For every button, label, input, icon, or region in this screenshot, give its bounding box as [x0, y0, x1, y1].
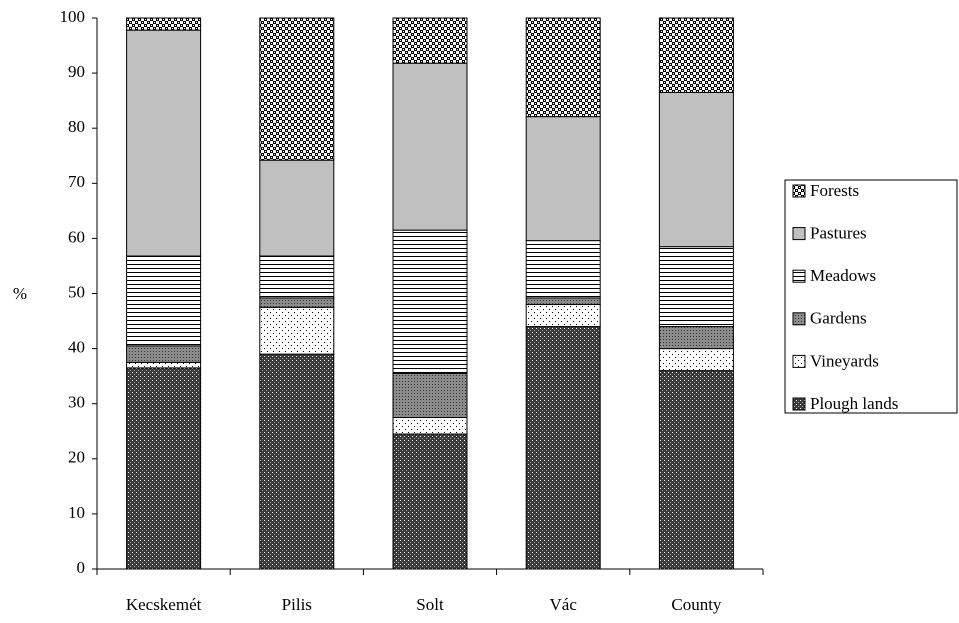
bar-segment	[525, 240, 601, 299]
legend-swatch	[792, 354, 806, 368]
bar-segment	[126, 29, 202, 257]
bar-segment	[658, 91, 734, 248]
legend-label: Gardens	[810, 309, 867, 328]
bar-segment	[525, 297, 601, 306]
legend-label: Meadows	[810, 266, 876, 285]
bar-segment	[658, 370, 734, 570]
legend-label: Vineyards	[810, 351, 879, 370]
bar-segment	[259, 159, 335, 257]
bar-segment	[525, 326, 601, 570]
bar-segment	[658, 348, 734, 372]
legend-label: Pastures	[810, 224, 867, 243]
legend-swatch	[792, 227, 806, 241]
bar-segment	[392, 229, 468, 374]
y-tick-label: 50	[68, 282, 85, 301]
y-tick-label: 100	[60, 7, 86, 26]
y-tick-label: 80	[68, 117, 85, 136]
y-tick-label: 30	[68, 393, 85, 412]
bar-segment	[259, 255, 335, 299]
bar-segment	[525, 17, 601, 118]
y-tick-label: 10	[68, 503, 85, 522]
bar-segment	[259, 306, 335, 355]
legend-swatch	[792, 184, 806, 198]
x-tick-label: Vác	[550, 595, 578, 614]
legend-swatch	[792, 312, 806, 326]
bar-segment	[658, 17, 734, 93]
legend-swatch	[792, 269, 806, 283]
x-tick-label: Pilis	[282, 595, 312, 614]
x-tick-label: Solt	[416, 595, 444, 614]
y-tick-label: 70	[68, 172, 85, 191]
y-tick-label: 60	[68, 227, 85, 246]
legend	[784, 179, 958, 414]
bar-segment	[658, 246, 734, 328]
legend-label: Plough lands	[810, 394, 898, 413]
bar-segment	[259, 297, 335, 308]
bar-segment	[126, 367, 202, 570]
bar-segment	[392, 62, 468, 231]
bar-segment	[259, 17, 335, 161]
y-tick-label: 20	[68, 448, 85, 467]
x-tick-label: County	[671, 595, 722, 614]
y-tick-label: 90	[68, 62, 85, 81]
bar-segment	[259, 353, 335, 570]
bar-segment	[392, 416, 468, 435]
y-tick-label: 0	[77, 558, 86, 577]
bar-segment	[658, 326, 734, 350]
bar-segment	[126, 17, 202, 31]
legend-swatch	[792, 397, 806, 411]
legend-label: Forests	[810, 181, 859, 200]
bar-segment	[126, 345, 202, 363]
bar-segment	[525, 304, 601, 328]
bar-segment	[392, 433, 468, 570]
x-tick-label: Kecskemét	[126, 595, 202, 614]
bar-segment	[126, 361, 202, 369]
bar-segment	[126, 255, 202, 347]
bar-segment	[525, 116, 601, 242]
y-tick-label: 40	[68, 338, 85, 357]
bar-segment	[392, 17, 468, 64]
y-axis-label: %	[13, 284, 27, 303]
bar-segment	[392, 372, 468, 418]
